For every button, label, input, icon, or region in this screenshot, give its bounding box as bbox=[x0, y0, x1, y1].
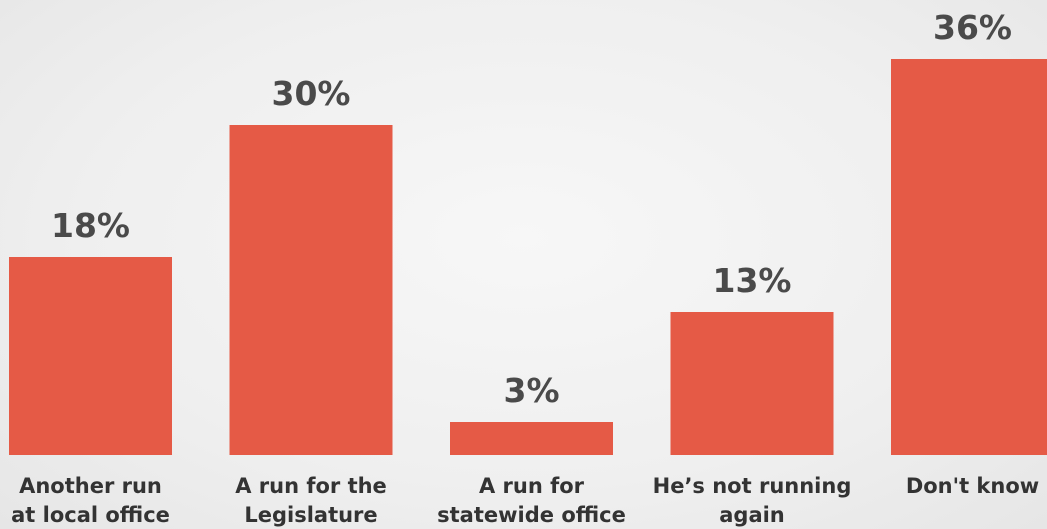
category-label-line: statewide office bbox=[437, 503, 626, 527]
bar-value-label: 18% bbox=[51, 206, 130, 245]
bar-value-label: 36% bbox=[933, 8, 1012, 47]
category-label-line: again bbox=[719, 503, 785, 527]
category-label-line: at local office bbox=[11, 503, 170, 527]
category-label-line: Legislature bbox=[244, 503, 377, 527]
category-label: Another run at local office bbox=[11, 474, 170, 527]
bar bbox=[9, 257, 172, 455]
category-label-line: A run for bbox=[479, 474, 585, 498]
bar bbox=[670, 312, 834, 455]
category-label-line: Another run bbox=[19, 474, 162, 498]
bar bbox=[891, 59, 1047, 455]
value-labels-group: 18% 30% 3% 13% 36% bbox=[51, 8, 1012, 410]
bar-value-label: 30% bbox=[272, 74, 351, 113]
category-label: He’s not running again bbox=[653, 474, 852, 527]
category-label-line: He’s not running bbox=[653, 474, 852, 498]
bars-group bbox=[9, 59, 1047, 455]
bar bbox=[229, 125, 393, 455]
category-label-line: Don't know bbox=[906, 474, 1039, 498]
category-label-line: A run for the bbox=[235, 474, 387, 498]
category-label: A run for statewide office bbox=[437, 474, 626, 527]
category-label: Don't know bbox=[906, 474, 1039, 498]
bar bbox=[450, 422, 613, 455]
bar-value-label: 3% bbox=[503, 371, 559, 410]
category-labels-group: Another run at local office A run for the L… bbox=[11, 474, 1039, 527]
bar-value-label: 13% bbox=[713, 261, 792, 300]
category-label: A run for the Legislature bbox=[235, 474, 387, 527]
